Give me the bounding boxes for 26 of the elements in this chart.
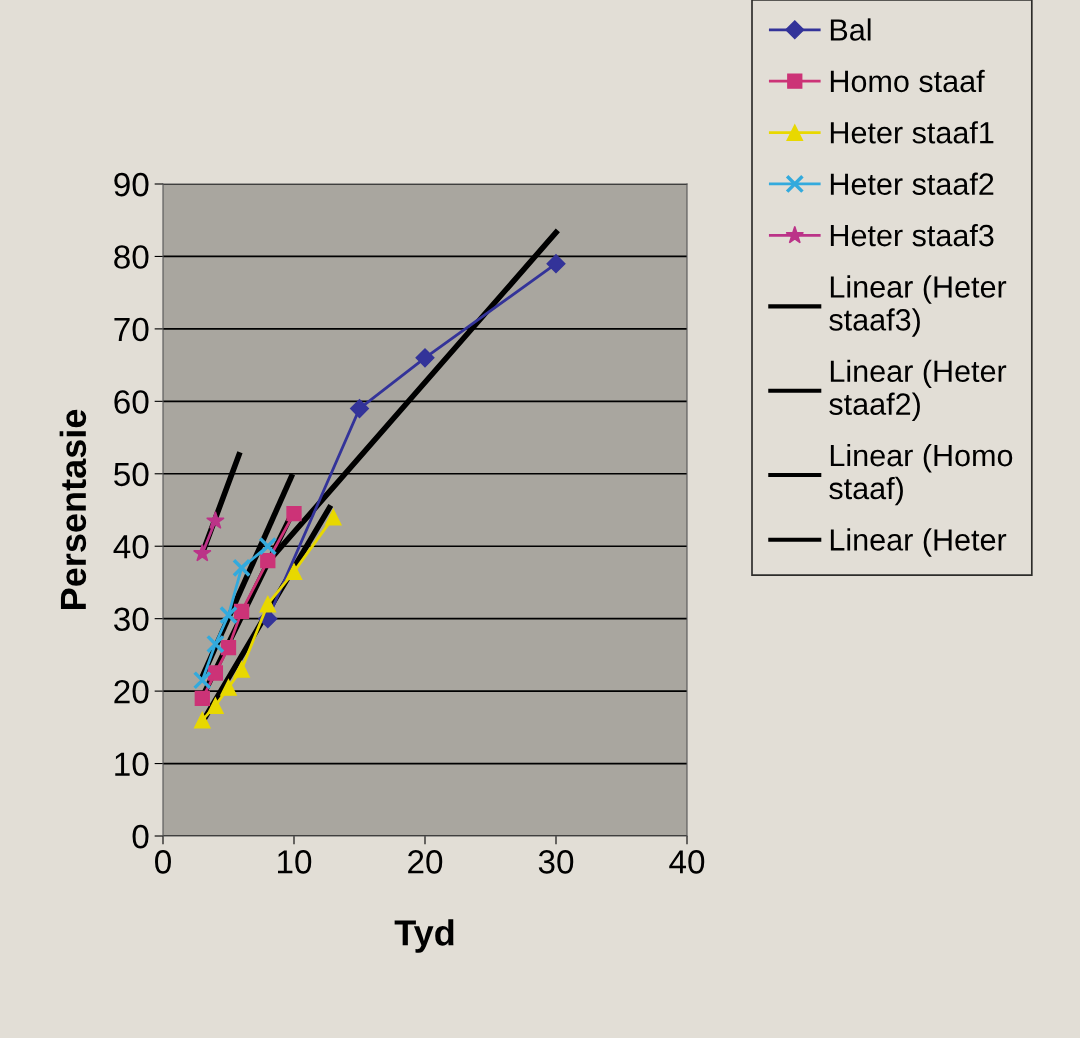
legend-label: Bal (830, 18, 871, 41)
x-tick-label: 0 (155, 850, 171, 874)
x-tick-label: 10 (278, 850, 312, 874)
y-tick-label: 40 (113, 535, 149, 559)
y-tick-label: 30 (114, 607, 149, 632)
x-axis-title: Tyd (394, 919, 454, 953)
y-tick-label: 90 (114, 172, 149, 197)
y-tick-label: 60 (114, 390, 149, 414)
legend-label: Linear (Heter staaf3) (829, 275, 1007, 337)
y-tick-label: 70 (114, 317, 149, 342)
y-axis-title: Persentasie (59, 409, 87, 609)
x-tick-label: 40 (669, 850, 705, 874)
legend-label: Homo staaf (830, 69, 985, 93)
y-tick-label: 50 (114, 462, 149, 487)
legend-label: Linear (Homo staaf) (829, 443, 1013, 506)
legend-label: Heter staaf1 (830, 121, 994, 144)
y-tick-label: 20 (114, 679, 149, 704)
x-tick-label: 20 (408, 850, 443, 874)
x-tick-label: 30 (538, 850, 574, 874)
y-tick-label: 10 (115, 752, 149, 776)
y-tick-label: 0 (132, 824, 149, 849)
legend-label: Linear (Heter staaf2) (829, 359, 1007, 422)
y-tick-label: 80 (114, 245, 149, 269)
legend-label: Linear (Heter (830, 528, 1007, 557)
legend-label: Heter staaf2 (830, 172, 994, 195)
legend-label: Heter staaf3 (830, 223, 994, 247)
